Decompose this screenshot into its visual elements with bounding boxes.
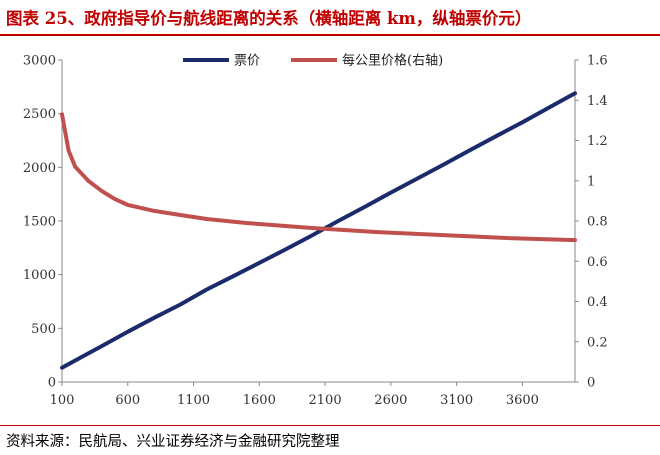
- right-tick-label: 1.6: [587, 54, 608, 69]
- x-tick-label: 2100: [309, 393, 342, 408]
- series-line-2: [60, 112, 577, 243]
- legend-label-1: 票价: [234, 54, 260, 69]
- legend: 票价 每公里价格(右轴): [183, 53, 443, 69]
- left-tick-label: 2000: [23, 161, 56, 176]
- x-tick-label: 3100: [440, 393, 473, 408]
- series-lines: [60, 91, 577, 370]
- x-tick-label: 1100: [177, 393, 210, 408]
- right-tick-label: 0.2: [587, 335, 608, 350]
- x-tick-label: 1600: [243, 393, 276, 408]
- title-rule: [0, 34, 660, 36]
- right-tick-label: 1.4: [587, 94, 608, 109]
- left-tick-label: 1000: [23, 268, 56, 283]
- x-tick-label: 600: [115, 393, 140, 408]
- series-line-1: [60, 91, 577, 370]
- right-tick-label: 0.8: [587, 215, 608, 230]
- right-tick-label: 0: [587, 376, 595, 391]
- right-tick-label: 1: [587, 174, 595, 189]
- x-tick-label: 100: [50, 393, 75, 408]
- left-tick-label: 500: [31, 322, 56, 337]
- left-tick-label: 0: [48, 376, 56, 391]
- x-tick-label: 2600: [374, 393, 407, 408]
- figure-title: 图表 25、政府指导价与航线距离的关系（横轴距离 km，纵轴票价元）: [6, 9, 532, 28]
- right-tick-label: 0.6: [587, 255, 608, 270]
- legend-label-2: 每公里价格(右轴): [342, 53, 443, 69]
- source-note: 资料来源：民航局、兴业证券经济与金融研究院整理: [6, 434, 340, 450]
- source-rule: [0, 425, 660, 426]
- left-tick-label: 1500: [23, 215, 56, 230]
- x-tick-label: 3600: [506, 393, 539, 408]
- right-tick-label: 1.2: [587, 134, 608, 149]
- tick-labels: 0 500 1000 1500 2000 2500 3000 0 0.2 0.4 0.6 0.8 1 1.…: [23, 54, 608, 409]
- axes: [58, 59, 579, 386]
- left-tick-label: 3000: [23, 54, 56, 69]
- right-tick-label: 0.4: [587, 295, 608, 310]
- left-tick-label: 2500: [23, 107, 56, 122]
